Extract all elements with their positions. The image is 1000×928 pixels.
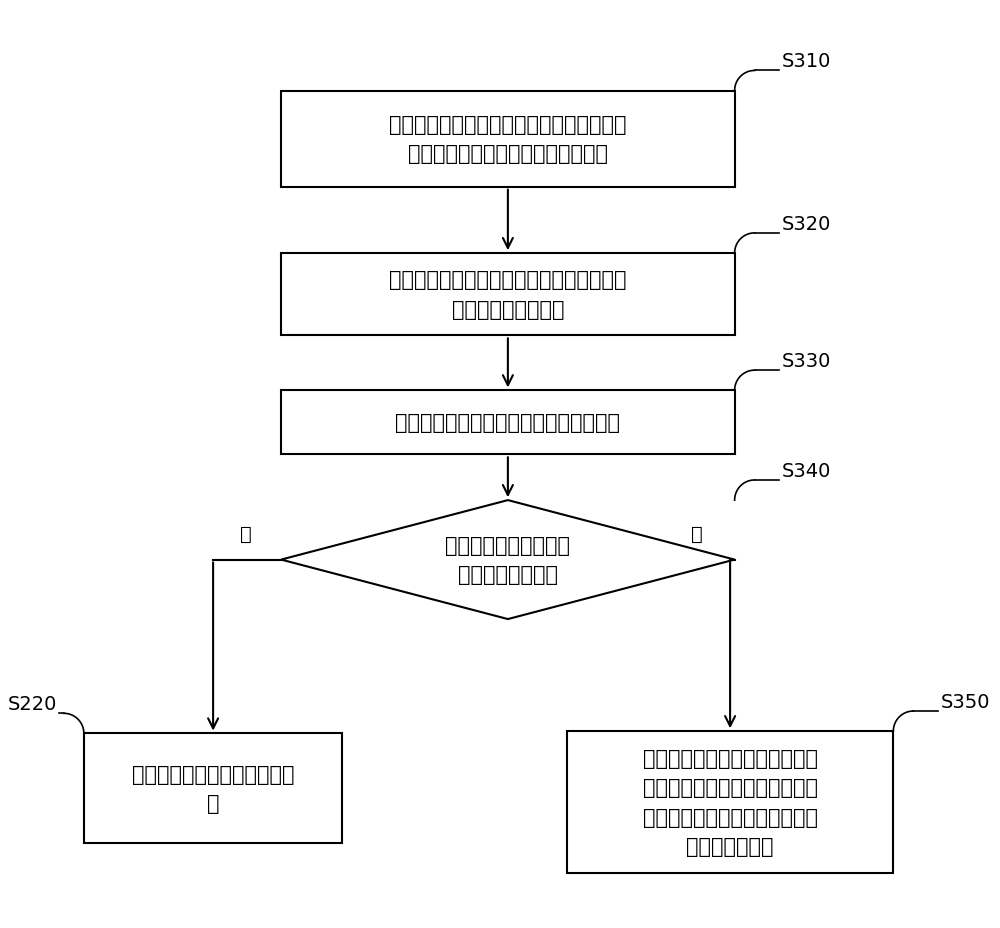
Text: S320: S320 (782, 214, 831, 234)
FancyBboxPatch shape (281, 391, 735, 455)
Text: 获取车辆的方向盘转角，并根据所述车辆的
方向盘转角确定所述车辆的行驶状态: 获取车辆的方向盘转角，并根据所述车辆的 方向盘转角确定所述车辆的行驶状态 (389, 115, 627, 164)
Polygon shape (281, 500, 735, 619)
Text: 判断所述车辆的偏移值
位于第一偏移区间: 判断所述车辆的偏移值 位于第一偏移区间 (445, 535, 570, 585)
Text: 生成四轮定位修正信息并将所述
四轮定位修正信息发送至用户终
端，以提醒用户对所述车辆的轮
胎进行定位修正: 生成四轮定位修正信息并将所述 四轮定位修正信息发送至用户终 端，以提醒用户对所述… (643, 748, 818, 857)
Text: 根据所述位置信息确定所述车辆的偏移值: 根据所述位置信息确定所述车辆的偏移值 (395, 413, 620, 432)
Text: 检测车辆是否安装胎压监测系
统: 检测车辆是否安装胎压监测系 统 (132, 764, 294, 813)
FancyBboxPatch shape (281, 253, 735, 336)
Text: S220: S220 (7, 694, 57, 714)
FancyBboxPatch shape (281, 92, 735, 187)
Text: S330: S330 (782, 352, 831, 371)
Text: 在所述车辆的行驶状态为直线行驶状态时，
获取车辆的位置信息: 在所述车辆的行驶状态为直线行驶状态时， 获取车辆的位置信息 (389, 270, 627, 319)
FancyBboxPatch shape (84, 734, 342, 844)
Text: S310: S310 (782, 52, 831, 71)
Text: S340: S340 (782, 461, 831, 481)
Text: 否: 否 (691, 524, 703, 544)
Text: S350: S350 (941, 692, 990, 711)
Text: 是: 是 (240, 524, 252, 544)
FancyBboxPatch shape (567, 731, 893, 873)
